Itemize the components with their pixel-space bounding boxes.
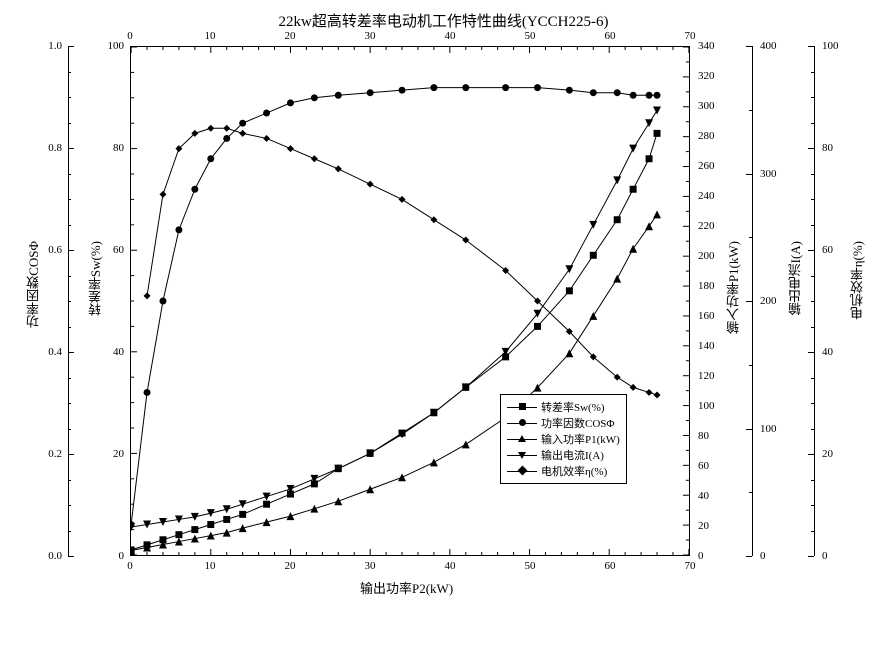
tick-xt-60: 60 — [605, 30, 616, 42]
tick-cosphi-0.8: 0.8 — [48, 142, 62, 154]
tick-eta-40: 40 — [822, 346, 833, 358]
tick-sw-0: 0 — [119, 550, 125, 562]
tick-i-400: 400 — [760, 40, 777, 52]
tick-xb-40: 40 — [445, 560, 456, 572]
tick-xb-50: 50 — [525, 560, 536, 572]
tick-eta-0: 0 — [822, 550, 828, 562]
tick-xb-0: 0 — [127, 560, 133, 572]
label-p1: 输入功率P1(kW) — [724, 241, 743, 334]
tick-p1-260: 260 — [698, 160, 715, 172]
tick-eta-100: 100 — [822, 40, 839, 52]
tick-eta-60: 60 — [822, 244, 833, 256]
tick-p1-120: 120 — [698, 370, 715, 382]
tick-xt-50: 50 — [525, 30, 536, 42]
tick-p1-160: 160 — [698, 310, 715, 322]
legend-label-2: 输入功率P1(kW) — [541, 431, 620, 447]
tick-xt-20: 20 — [285, 30, 296, 42]
tick-i-100: 100 — [760, 423, 777, 435]
tick-p1-40: 40 — [698, 490, 709, 502]
tick-cosphi-0.4: 0.4 — [48, 346, 62, 358]
series-sw — [131, 130, 661, 554]
tick-p1-320: 320 — [698, 70, 715, 82]
tick-sw-100: 100 — [108, 40, 125, 52]
label-i: 输出电流I(A) — [786, 241, 805, 315]
tick-i-0: 0 — [760, 550, 766, 562]
tick-cosphi-0.2: 0.2 — [48, 448, 62, 460]
label-sw: 转差率Sw(%) — [86, 241, 105, 316]
tick-p1-240: 240 — [698, 190, 715, 202]
tick-xt-40: 40 — [445, 30, 456, 42]
series-p1 — [131, 210, 661, 554]
tick-cosphi-0.6: 0.6 — [48, 244, 62, 256]
spine-eta — [814, 46, 815, 556]
tick-cosphi-1: 1.0 — [48, 40, 62, 52]
tick-cosphi-0: 0.0 — [48, 550, 62, 562]
tick-xt-0: 0 — [127, 30, 133, 42]
label-eta: 电机效率η(%) — [848, 241, 867, 319]
tick-eta-80: 80 — [822, 142, 833, 154]
label-x-bottom: 输出功率P2(kW) — [360, 578, 453, 597]
tick-xb-60: 60 — [605, 560, 616, 572]
tick-xb-30: 30 — [365, 560, 376, 572]
tick-sw-40: 40 — [113, 346, 124, 358]
label-cosphi: 功率因数COSΦ — [24, 241, 43, 328]
tick-sw-20: 20 — [113, 448, 124, 460]
tick-p1-300: 300 — [698, 100, 715, 112]
legend-item-4: 电机效率η(%) — [507, 463, 620, 479]
legend-item-1: 功率因数COSΦ — [507, 415, 620, 431]
tick-sw-80: 80 — [113, 142, 124, 154]
legend-label-4: 电机效率η(%) — [541, 463, 607, 479]
tick-p1-60: 60 — [698, 460, 709, 472]
tick-p1-140: 140 — [698, 340, 715, 352]
tick-p1-100: 100 — [698, 400, 715, 412]
tick-xt-30: 30 — [365, 30, 376, 42]
tick-eta-20: 20 — [822, 448, 833, 460]
tick-p1-220: 220 — [698, 220, 715, 232]
tick-xt-70: 70 — [685, 30, 696, 42]
tick-sw-60: 60 — [113, 244, 124, 256]
series-eta — [144, 125, 661, 399]
spine-i — [752, 46, 753, 556]
legend-item-3: 输出电流I(A) — [507, 447, 620, 463]
tick-xb-70: 70 — [685, 560, 696, 572]
tick-xb-20: 20 — [285, 560, 296, 572]
legend-item-2: 输入功率P1(kW) — [507, 431, 620, 447]
tick-xb-10: 10 — [205, 560, 216, 572]
tick-p1-80: 80 — [698, 430, 709, 442]
legend-label-3: 输出电流I(A) — [541, 447, 604, 463]
tick-p1-280: 280 — [698, 130, 715, 142]
tick-p1-340: 340 — [698, 40, 715, 52]
chart-title: 22kw超高转差率电动机工作特性曲线(YCCH225-6) — [0, 10, 887, 31]
tick-p1-180: 180 — [698, 280, 715, 292]
tick-p1-20: 20 — [698, 520, 709, 532]
tick-i-300: 300 — [760, 168, 777, 180]
tick-xt-10: 10 — [205, 30, 216, 42]
tick-i-200: 200 — [760, 295, 777, 307]
legend-label-0: 转差率Sw(%) — [541, 399, 605, 415]
legend-label-1: 功率因数COSΦ — [541, 415, 614, 431]
tick-p1-200: 200 — [698, 250, 715, 262]
legend-item-0: 转差率Sw(%) — [507, 399, 620, 415]
legend: 转差率Sw(%)功率因数COSΦ输入功率P1(kW)输出电流I(A)电机效率η(… — [500, 394, 627, 484]
tick-p1-0: 0 — [698, 550, 704, 562]
